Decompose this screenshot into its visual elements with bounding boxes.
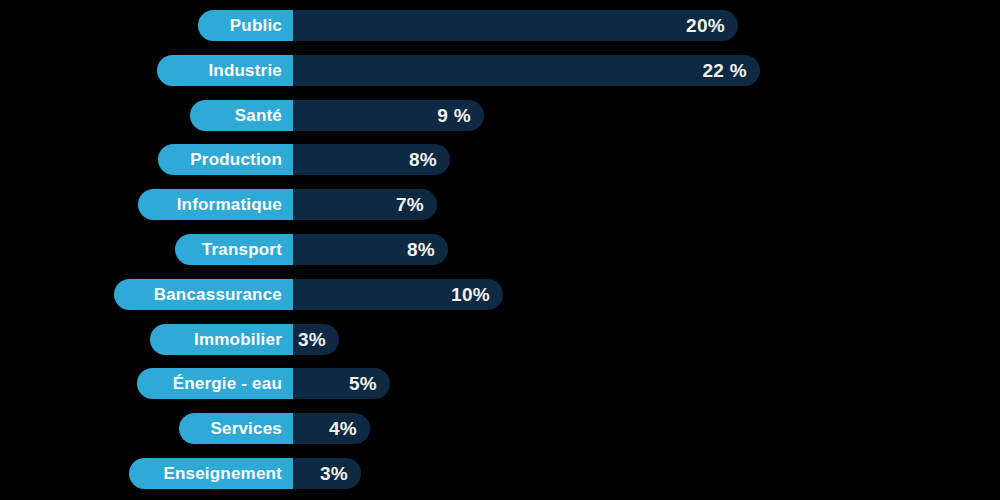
value-bar: 10% <box>293 279 503 310</box>
value-label: 20% <box>686 15 725 37</box>
value-bar: 3% <box>293 324 339 355</box>
category-label-pill: Enseignement <box>129 458 293 489</box>
value-label: 8% <box>409 149 437 171</box>
category-label: Énergie - eau <box>173 374 282 394</box>
category-label: Industrie <box>208 61 282 81</box>
value-label: 8% <box>407 239 435 261</box>
category-label: Production <box>190 150 282 170</box>
value-bar: 5% <box>293 368 390 399</box>
category-label: Immobilier <box>194 330 282 350</box>
category-label-pill: Bancassurance <box>114 279 293 310</box>
bar-row: Bancassurance 10% <box>0 279 1000 310</box>
category-label-pill: Immobilier <box>150 324 293 355</box>
category-label-pill: Production <box>158 144 293 175</box>
bar-row: Informatique 7% <box>0 189 1000 220</box>
category-label-pill: Informatique <box>138 189 293 220</box>
value-bar: 8% <box>293 144 450 175</box>
horizontal-bar-chart: Public 20% Industrie 22 % Santé 9 % Production… <box>0 0 1000 500</box>
value-label: 10% <box>451 284 490 306</box>
value-bar: 20% <box>293 10 738 41</box>
value-bar: 9 % <box>293 100 484 131</box>
bar-row: Industrie 22 % <box>0 55 1000 86</box>
value-label: 5% <box>349 373 377 395</box>
value-label: 4% <box>329 418 357 440</box>
category-label: Informatique <box>177 195 282 215</box>
category-label: Transport <box>202 240 282 260</box>
bar-row: Transport 8% <box>0 234 1000 265</box>
value-label: 9 % <box>437 105 471 127</box>
value-label: 7% <box>396 194 424 216</box>
value-label: 22 % <box>702 60 747 82</box>
value-bar: 8% <box>293 234 448 265</box>
category-label: Services <box>210 419 282 439</box>
category-label: Enseignement <box>163 464 282 484</box>
bar-row: Production 8% <box>0 144 1000 175</box>
bar-row: Énergie - eau 5% <box>0 368 1000 399</box>
category-label-pill: Public <box>198 10 293 41</box>
bar-row: Enseignement 3% <box>0 458 1000 489</box>
value-label: 3% <box>320 463 348 485</box>
value-bar: 3% <box>293 458 361 489</box>
category-label-pill: Industrie <box>157 55 293 86</box>
category-label-pill: Services <box>179 413 293 444</box>
category-label-pill: Santé <box>190 100 293 131</box>
category-label-pill: Énergie - eau <box>137 368 293 399</box>
category-label: Public <box>230 16 282 36</box>
category-label: Santé <box>235 106 282 126</box>
bar-row: Services 4% <box>0 413 1000 444</box>
category-label: Bancassurance <box>154 285 282 305</box>
bar-row: Public 20% <box>0 10 1000 41</box>
category-label-pill: Transport <box>175 234 293 265</box>
value-bar: 4% <box>293 413 370 444</box>
value-bar: 7% <box>293 189 437 220</box>
value-label: 3% <box>298 329 326 351</box>
bar-row: Immobilier 3% <box>0 324 1000 355</box>
bar-row: Santé 9 % <box>0 100 1000 131</box>
value-bar: 22 % <box>293 55 760 86</box>
